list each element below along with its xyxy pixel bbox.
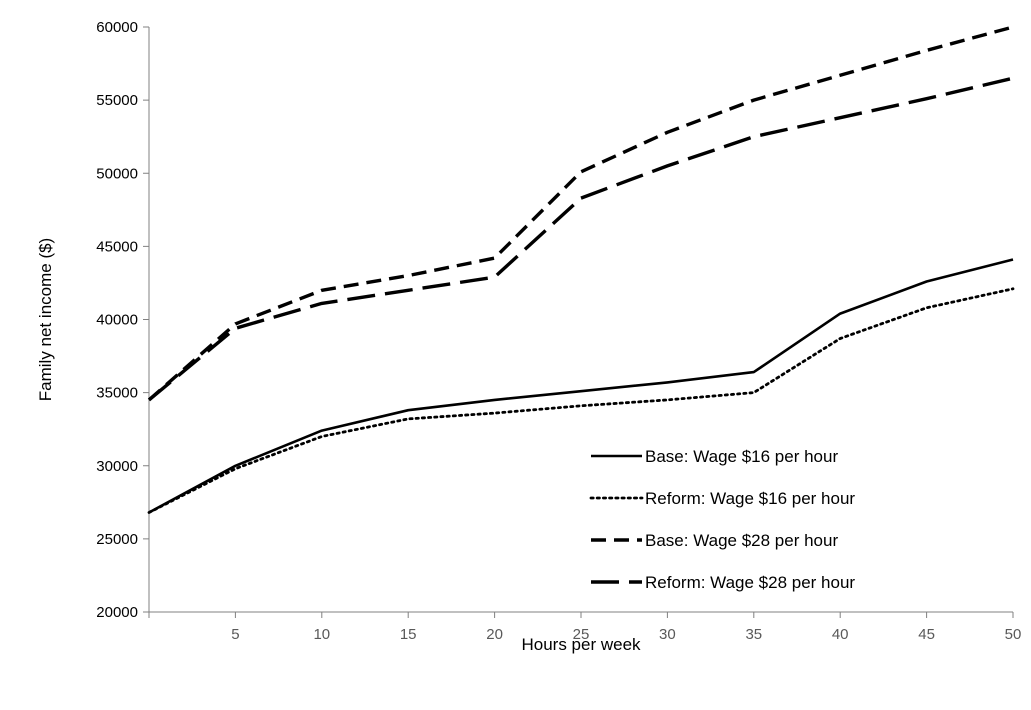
legend-label: Reform: Wage $16 per hour — [645, 489, 855, 508]
legend-item: Base: Wage $28 per hour — [591, 531, 838, 550]
x-tick-label: 30 — [659, 626, 676, 643]
x-tick-label: 25 — [573, 626, 590, 643]
y-tick-label: 45000 — [96, 238, 138, 255]
x-tick-label: 10 — [313, 626, 330, 643]
y-tick-label: 30000 — [96, 458, 138, 475]
legend-item: Base: Wage $16 per hour — [591, 447, 838, 466]
legend-label: Base: Wage $16 per hour — [645, 447, 838, 466]
series-line-2 — [147, 287, 1015, 514]
legend-label: Reform: Wage $28 per hour — [645, 573, 855, 592]
series-lines — [147, 25, 1015, 514]
legend-item: Reform: Wage $28 per hour — [591, 573, 855, 592]
y-tick-label: 40000 — [96, 312, 138, 329]
x-tick-label: 5 — [231, 626, 239, 643]
y-tick-label: 55000 — [96, 92, 138, 109]
y-tick-label: 60000 — [96, 19, 138, 36]
axes — [143, 26, 1014, 618]
x-tick-label: 50 — [1005, 626, 1022, 643]
y-axis-title: Family net income ($) — [36, 238, 55, 401]
x-tick-label: 20 — [486, 626, 503, 643]
tick-labels: 20000 25000 30000 35000 40000 45000 50000 55000… — [96, 19, 1021, 643]
legend: Base: Wage $16 per hour Reform: Wage $16 … — [589, 447, 855, 592]
x-axis-title: Hours per week — [521, 635, 641, 654]
legend-label: Base: Wage $28 per hour — [645, 531, 838, 550]
y-tick-label: 35000 — [96, 385, 138, 402]
legend-item: Reform: Wage $16 per hour — [589, 489, 855, 508]
x-tick-label: 35 — [745, 626, 762, 643]
series-line-1 — [148, 258, 1014, 514]
series-line-4 — [147, 76, 1014, 402]
y-tick-label: 20000 — [96, 604, 138, 621]
x-tick-label: 15 — [400, 626, 417, 643]
x-tick-label: 45 — [918, 626, 935, 643]
series-line-3 — [147, 25, 1014, 402]
y-tick-label: 25000 — [96, 531, 138, 548]
y-tick-label: 50000 — [96, 165, 138, 182]
x-tick-label: 40 — [832, 626, 849, 643]
